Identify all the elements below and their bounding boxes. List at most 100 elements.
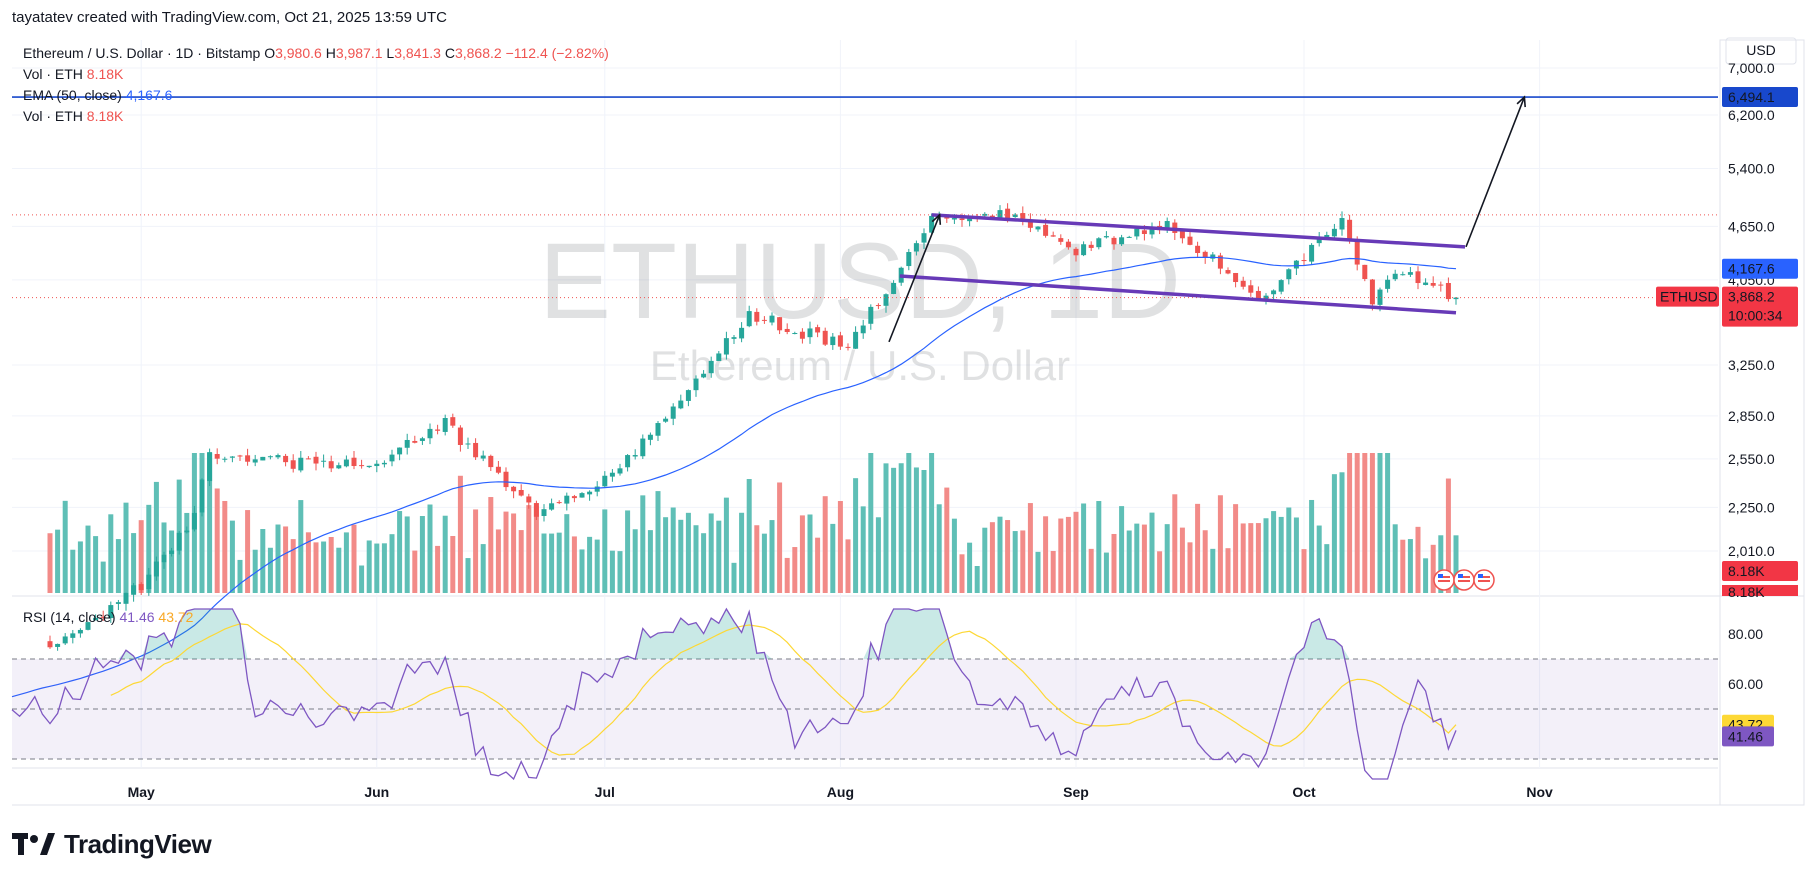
target-price-tag-bg: [1722, 87, 1798, 108]
impulse-arrow[interactable]: [888, 214, 941, 343]
bar-countdown: 10:00:34: [1728, 308, 1783, 324]
volume-bar: [1445, 478, 1451, 593]
volume-bar: [815, 537, 821, 593]
volume-bar: [252, 549, 258, 593]
ema-label[interactable]: EMA (50, close): [23, 87, 122, 103]
volume-bar: [1415, 526, 1421, 593]
volume-bar: [526, 505, 532, 593]
channel-upper-line[interactable]: [931, 213, 1466, 249]
volume-bar: [47, 533, 53, 593]
candle-body: [77, 629, 83, 634]
volume-bar: [153, 481, 159, 593]
volume-bar: [1164, 524, 1170, 593]
rsi-label[interactable]: RSI (14, close): [23, 609, 116, 625]
candle-body: [541, 509, 547, 516]
volume-bar: [1248, 523, 1254, 593]
volume-bar: [860, 506, 866, 593]
volume-bar: [640, 495, 646, 593]
tradingview-logo[interactable]: TradingView: [12, 828, 212, 860]
ohlc-legend[interactable]: Ethereum / U.S. Dollar · 1D · Bitstamp O…: [23, 45, 609, 61]
candle-body: [640, 438, 646, 457]
candle-body: [1309, 244, 1315, 262]
price-tick-label: 2,550.0: [1728, 451, 1775, 467]
candle-body: [503, 471, 509, 488]
rsi-tick-label: 80.00: [1728, 626, 1763, 642]
volume-label-2[interactable]: Vol · ETH: [23, 108, 83, 124]
volume-bar: [1331, 474, 1337, 593]
volume-legend[interactable]: Vol · ETH 8.18K: [23, 66, 123, 82]
volume-legend-2[interactable]: Vol · ETH 8.18K: [23, 108, 123, 124]
volume-bar: [351, 524, 357, 593]
volume-bar: [685, 512, 691, 593]
candle-body: [1126, 236, 1132, 238]
candle-body: [708, 360, 714, 374]
channel-lower-line[interactable]: [899, 274, 1457, 315]
volume-bar: [267, 547, 273, 593]
volume-bar: [777, 482, 783, 593]
symbol-tag[interactable]: ETHUSD: [1660, 289, 1718, 305]
volume-bar: [435, 545, 441, 593]
volume-tag-1[interactable]: 8.18K: [1728, 563, 1765, 579]
candle-body: [853, 331, 859, 349]
candle-body: [1286, 269, 1292, 280]
open-label: O: [264, 45, 276, 61]
candle-body: [1445, 282, 1451, 300]
volume-bar: [936, 504, 942, 593]
volume-bar: [701, 533, 707, 593]
symbol-description[interactable]: Ethereum / U.S. Dollar · 1D · Bitstamp: [23, 45, 261, 61]
candle-body: [184, 530, 190, 533]
candle-body: [632, 455, 638, 457]
watermark-name: Ethereum / U.S. Dollar: [650, 342, 1070, 389]
tradingview-logo-text: TradingView: [64, 828, 212, 859]
currency-selector[interactable]: USD: [1746, 42, 1776, 58]
rsi-value-tag[interactable]: 41.46: [1728, 728, 1763, 744]
close-value: 3,868.2: [454, 45, 502, 61]
volume-bar: [123, 502, 129, 593]
volume-bar: [389, 534, 395, 593]
volume-bar: [1225, 548, 1231, 593]
event-icon-stripe: [1458, 576, 1470, 578]
candle-body: [663, 418, 669, 422]
candle-body: [1217, 255, 1223, 269]
volume-bar: [951, 518, 957, 593]
month-label-nov: Nov: [1526, 784, 1553, 800]
volume-bar: [723, 497, 729, 593]
volume-label[interactable]: Vol · ETH: [23, 66, 83, 82]
volume-bar: [321, 541, 327, 593]
candle-body: [754, 311, 760, 322]
candle-body: [62, 636, 68, 644]
volume-bar: [207, 453, 213, 593]
candle-body: [1407, 272, 1413, 275]
volume-bar: [70, 549, 76, 593]
impulse-arrow-head: [931, 213, 942, 225]
candle-body: [389, 454, 395, 462]
candle-body: [115, 602, 121, 604]
volume-bar: [739, 512, 745, 593]
projection-arrow[interactable]: [1465, 96, 1526, 248]
rsi-legend[interactable]: RSI (14, close) 41.46 43.72: [23, 609, 193, 625]
candle-body: [138, 584, 144, 591]
price-tick-label: 2,010.0: [1728, 543, 1775, 559]
volume-bar: [1157, 551, 1163, 593]
last-price-tag[interactable]: 3,868.2: [1728, 289, 1775, 305]
candle-body: [1119, 237, 1125, 245]
candle-body: [1096, 238, 1102, 248]
ema-price-tag[interactable]: 4,167.6: [1728, 261, 1775, 277]
candle-body: [777, 317, 783, 331]
currency-box[interactable]: [1725, 37, 1797, 65]
candle-body: [845, 346, 851, 348]
volume-bar: [381, 543, 387, 593]
ema-legend[interactable]: EMA (50, close) 4,167.6: [23, 87, 172, 103]
symbol-tag-bg: [1656, 286, 1719, 307]
volume-bar: [1271, 511, 1277, 593]
price-tick-label: 5,400.0: [1728, 160, 1775, 176]
candle-body: [412, 440, 418, 443]
target-price-tag[interactable]: 6,494.1: [1728, 89, 1775, 105]
ema-line: [11, 256, 1457, 698]
volume-bar: [1385, 453, 1391, 593]
candle-body: [906, 252, 912, 267]
rsi-ma-value: 43.72: [158, 609, 194, 625]
candle-body: [374, 463, 380, 467]
candle-body: [526, 496, 532, 503]
